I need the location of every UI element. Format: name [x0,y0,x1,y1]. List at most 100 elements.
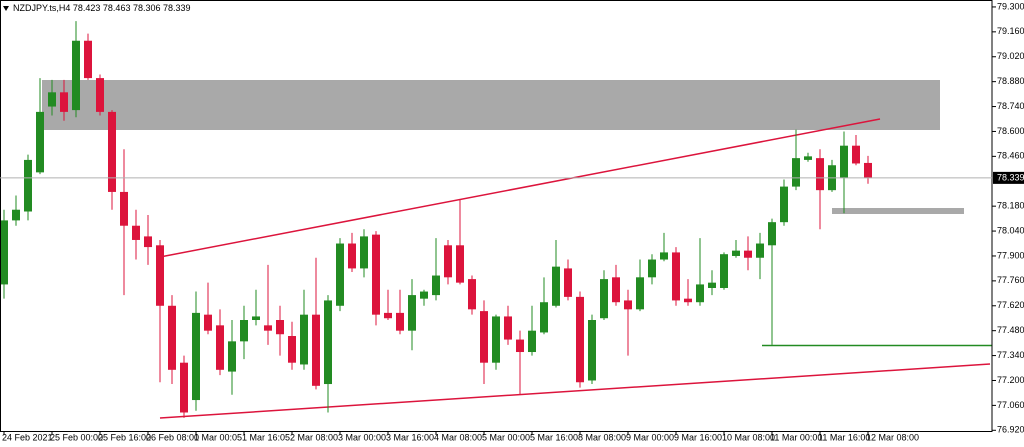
candle-body [528,330,536,353]
y-tick-label: 78.880 [997,76,1024,86]
close-value: 78.339 [163,3,191,13]
y-tick-label: 77.340 [997,350,1024,360]
x-tick-label: 26 Feb 08:00 [146,432,199,442]
menu-arrow [3,6,9,11]
x-tick-label: 1 Mar 00:05 [194,432,242,442]
candle-body [348,243,356,269]
y-tick-label: 79.300 [997,1,1024,11]
y-tick-label: 78.600 [997,126,1024,136]
x-tick-label: 4 Mar 08:00 [434,432,482,442]
candle-body [204,314,212,331]
candle-body [252,316,260,321]
candle-body [816,158,824,191]
candle-body [60,92,68,112]
resistance-zone [42,80,940,130]
candle-body [336,243,344,306]
candle-body [708,282,716,288]
candle-body [288,336,296,363]
low-value: 78.306 [133,3,161,13]
candle-body [672,252,680,301]
candle-body [624,300,632,310]
x-tick-label: 5 Mar 16:00 [530,432,578,442]
candle-body [456,245,464,283]
high-value: 78.463 [103,3,131,13]
candle-body [84,40,92,79]
candle-body [720,254,728,288]
x-tick-label: 2 Mar 08:00 [290,432,338,442]
y-tick-label: 78.180 [997,201,1024,211]
y-tick-label: 78.040 [997,225,1024,235]
upper-trendline [159,118,881,258]
y-tick-label: 78.740 [997,101,1024,111]
candle-body [492,316,500,363]
candle-body [48,92,56,107]
x-tick-label: 24 Feb 2021 [2,432,53,442]
y-tick-label: 77.060 [997,400,1024,410]
candle-body [420,291,428,299]
candle-body [864,162,872,178]
header: NZDJPY.ts,H4 78.423 78.463 78.306 78.339 [13,3,191,13]
candle-body [684,298,692,303]
candle-body [792,158,800,187]
x-tick-label: 11 Mar 16:00 [818,432,870,442]
candle-body [72,40,80,111]
y-tick-label: 77.200 [997,375,1024,385]
x-tick-label: 10 Mar 08:00 [722,432,775,442]
candle-body [240,320,248,342]
x-tick-label: 1 Mar 16:05 [242,432,290,442]
candle-body [480,311,488,363]
candle-body [648,259,656,278]
candle-body [444,245,452,278]
lower-trendline [159,363,991,419]
candle-body [588,320,596,381]
x-tick-label: 25 Feb 00:00 [50,432,103,442]
candle-body [780,186,788,223]
candle-body [408,295,416,331]
candle-body [300,314,308,365]
candle-body [156,245,164,306]
candle-body [96,78,104,112]
x-tick-label: 12 Mar 08:00 [866,432,919,442]
candle-body [312,314,320,386]
candle-body [804,156,812,160]
support-marker [832,208,964,214]
candle-body [432,275,440,296]
candle-body [696,284,704,303]
y-tick-label: 78.460 [997,151,1024,161]
y-tick-label: 77.900 [997,250,1024,260]
candle-body [276,320,284,335]
x-tick-label: 25 Feb 16:00 [98,432,151,442]
candle-body [324,300,332,385]
candle-body [120,191,128,226]
candle-body [24,159,32,212]
candle-body [540,302,548,333]
x-tick-label: 3 Mar 16:00 [386,432,434,442]
y-tick-label: 77.620 [997,300,1024,310]
y-tick-label: 77.760 [997,275,1024,285]
open-value: 78.423 [73,3,101,13]
candles [0,21,872,418]
candle-body [144,236,152,248]
x-tick-label: 9 Mar 00:00 [626,432,674,442]
current-price-box [993,171,1024,184]
candle-body [132,225,140,240]
x-tick-label: 5 Mar 00:00 [482,432,530,442]
candle-body [756,243,764,258]
candle-body [372,234,380,315]
y-tick-label: 79.160 [997,26,1024,36]
candle-body [564,268,572,297]
candle-body [180,362,188,413]
candle-body [600,279,608,319]
candle-body [12,209,20,221]
candle-body [504,316,512,340]
candle-body [168,305,176,370]
y-tick-label: 79.020 [997,51,1024,61]
candle-body [384,312,392,319]
candle-body [552,266,560,306]
y-tick-label: 77.480 [997,325,1024,335]
x-tick-label: 8 Mar 08:00 [578,432,626,442]
plot-frame [0,0,993,432]
candle-body [576,296,584,383]
